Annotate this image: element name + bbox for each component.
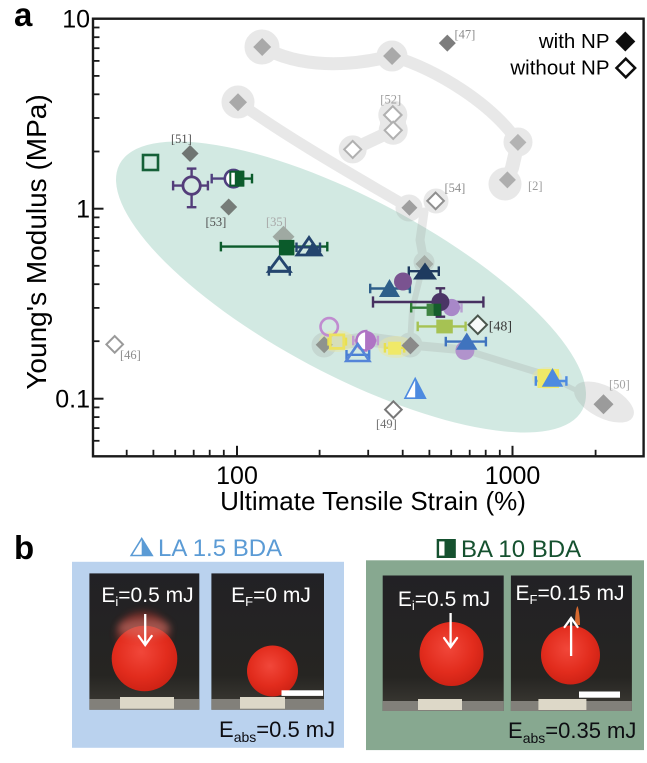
svg-text:Young's Modulus (MPa): Young's Modulus (MPa) (21, 94, 52, 389)
svg-text:[48]: [48] (489, 320, 512, 335)
svg-text:[51]: [51] (171, 132, 192, 146)
svg-text:1000: 1000 (485, 462, 541, 490)
svg-text:1: 1 (76, 195, 90, 223)
svg-text:without NP: without NP (509, 57, 609, 80)
svg-text:BA 10 BDA: BA 10 BDA (461, 536, 581, 563)
svg-text:[49]: [49] (376, 417, 397, 431)
svg-text:100: 100 (216, 462, 258, 490)
svg-text:with NP: with NP (538, 30, 610, 53)
svg-text:Ei=0.5 mJ: Ei=0.5 mJ (101, 584, 193, 609)
svg-text:Ei=0.5 mJ: Ei=0.5 mJ (398, 588, 490, 613)
svg-text:[35]: [35] (266, 215, 287, 229)
svg-text:a: a (14, 0, 33, 33)
svg-text:b: b (14, 529, 34, 566)
svg-text:[46]: [46] (120, 348, 141, 362)
svg-text:[2]: [2] (528, 179, 543, 193)
svg-text:0.1: 0.1 (55, 385, 90, 413)
svg-text:Eabs=0.5 mJ: Eabs=0.5 mJ (219, 717, 335, 745)
svg-text:[53]: [53] (206, 215, 227, 229)
svg-text:[54]: [54] (445, 181, 466, 195)
svg-text:10: 10 (62, 5, 90, 33)
svg-text:Eabs=0.35 mJ: Eabs=0.35 mJ (508, 718, 636, 746)
svg-text:Ultimate Tensile Strain (%): Ultimate Tensile Strain (%) (220, 486, 526, 516)
svg-text:LA 1.5 BDA: LA 1.5 BDA (158, 535, 282, 562)
svg-text:[47]: [47] (455, 28, 476, 42)
svg-text:[50]: [50] (609, 378, 630, 392)
svg-text:[52]: [52] (380, 92, 401, 106)
svg-text:EF=0.15 mJ: EF=0.15 mJ (516, 582, 625, 607)
svg-text:EF=0 mJ: EF=0 mJ (231, 584, 311, 609)
